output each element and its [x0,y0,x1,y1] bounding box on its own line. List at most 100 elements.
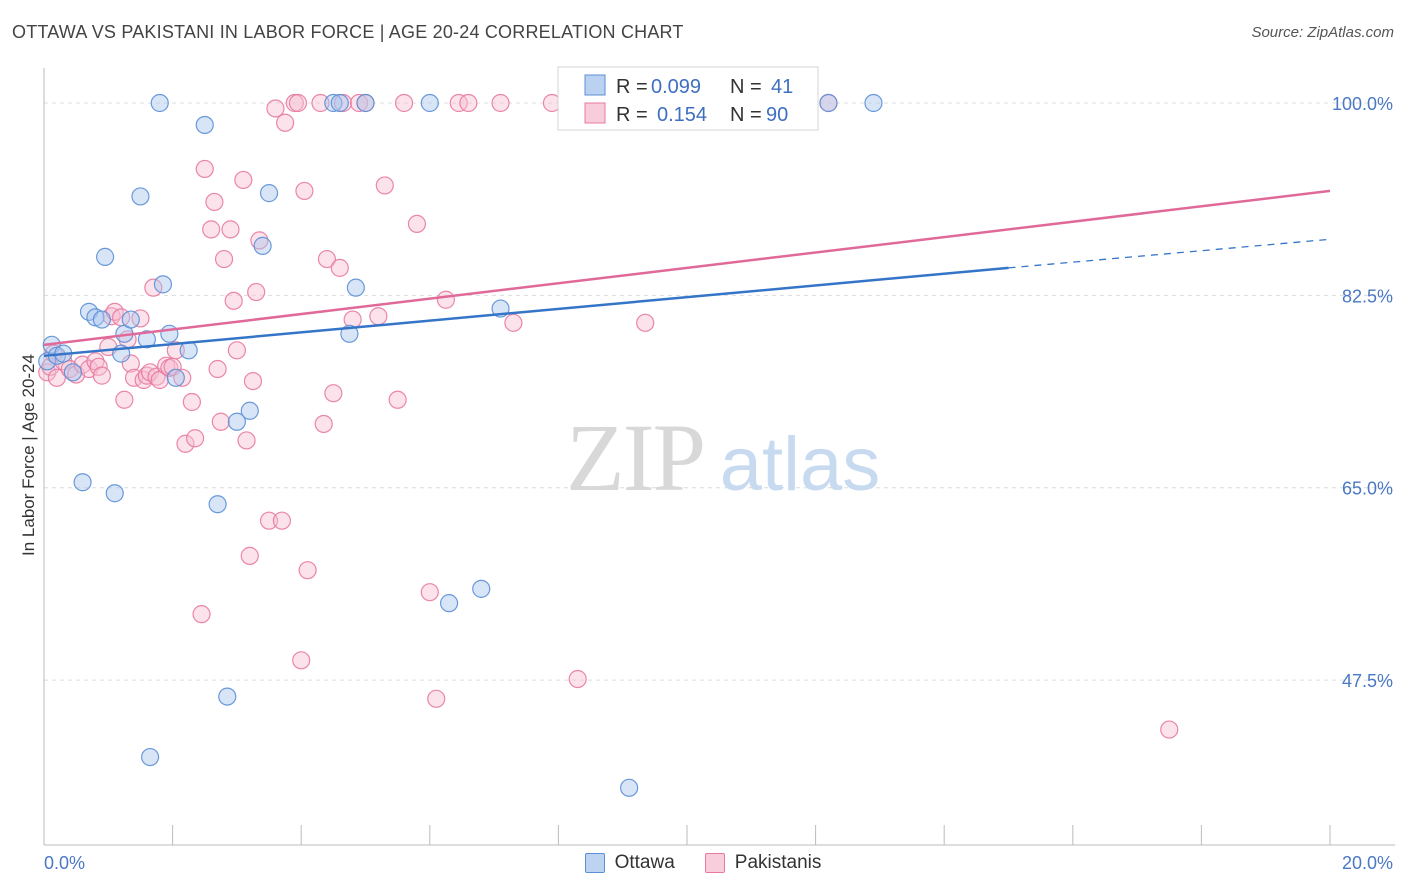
pakistanis-point-34 [186,429,205,448]
legend-ottawa-n-value: 41 [771,76,793,98]
pakistanis-point-20 [131,309,150,328]
pakistanis-point-79 [491,93,510,113]
ottawa-trend-line [43,266,1009,358]
pakistanis-point-77 [449,93,468,113]
trend-lines [43,189,1331,358]
x-tick-label-1: 20.0% [1342,853,1393,873]
pakistanis-point-59 [298,561,317,580]
pakistanis-point-50 [250,231,269,250]
ottawa-point-34 [420,93,439,113]
pakistanis-point-53 [272,511,292,530]
ottawa-point-18 [153,275,173,294]
pakistanis-point-57 [292,651,311,670]
pakistanis-point-48 [243,371,263,391]
pakistanis-point-71 [388,390,407,409]
pakistanis-point-18 [121,354,140,373]
pakistanis-point-80 [504,313,523,332]
pakistanis-point-73 [407,214,427,234]
pakistanis-point-85 [636,313,655,332]
ottawa-point-5 [73,473,92,492]
ottawa-point-39 [819,93,838,113]
bottom-legend-label-pakistanis: Pakistanis [734,852,822,873]
ottawa-point-36 [472,579,491,598]
y-axis-title: In Labor Force | Age 20-24 [19,354,38,556]
pakistanis-point-89 [1160,720,1179,739]
ottawa-point-13 [121,310,140,329]
pakistanis-point-51 [259,511,279,530]
pakistanis-point-74 [420,583,439,602]
watermark: ZIP atlas [566,404,880,511]
bottom-legend-pakistanis: Pakistanis [704,852,822,874]
pakistanis-point-39 [208,359,227,379]
pakistanis-point-27 [157,356,176,375]
watermark-atlas: atlas [720,422,881,507]
pakistanis-point-61 [314,414,333,434]
ottawa-point-33 [356,93,375,113]
chart-title: OTTAWA VS PAKISTANI IN LABOR FORCE | AGE… [12,22,684,42]
pakistanis-point-58 [295,181,314,201]
pakistanis-point-16 [115,390,134,409]
pakistanis-point-64 [330,258,349,277]
bottom-legend: Ottawa Pakistanis [0,852,1406,874]
pakistanis-point-72 [394,93,414,113]
ottawa-point-28 [259,184,279,203]
pakistanis-point-42 [221,220,240,239]
bottom-legend-swatch-pakistanis [704,853,725,873]
legend-ottawa-r-value: 0.099 [651,76,701,98]
y-tick-label-3: 100.0% [1332,94,1393,114]
ottawa-point-17 [150,93,169,113]
y-tick-label-1: 65.0% [1342,479,1393,499]
legend-pakistanis-r-value: 0.154 [657,104,707,126]
legend-swatch-pakistanis [584,102,606,124]
pakistanis-point-82 [568,669,587,689]
legend-ottawa-r-label: R = [616,76,648,98]
legend-box: R = 0.099 N = 41 R = 0.154 N = 90 [557,66,819,131]
x-tick-label-0: 0.0% [44,853,85,873]
pakistanis-point-11 [92,366,111,385]
ottawa-point-24 [218,687,237,706]
bottom-legend-ottawa: Ottawa [584,852,675,874]
pakistanis-point-30 [166,341,185,360]
pakistanis-point-54 [276,113,295,132]
ottawa-point-27 [253,236,272,255]
pakistanis-point-63 [324,384,343,403]
pakistanis-point-41 [214,249,234,269]
pakistanis-point-38 [205,192,224,212]
ottawa-point-14 [131,187,150,206]
pakistanis-point-56 [288,93,308,113]
pakistanis-point-46 [237,431,256,450]
axes [43,68,1395,846]
watermark-zip: ZIP [566,404,704,511]
ottawa-trend-extension [1008,238,1331,269]
ottawa-point-15 [137,330,156,349]
pakistanis-point-49 [247,282,266,302]
ottawa-point-8 [92,310,111,329]
legend-swatch-ottawa [584,74,606,96]
pakistanis-point-69 [369,307,388,326]
pakistanis-point-44 [227,341,246,360]
pakistanis-point-3 [47,368,66,387]
pakistanis-point-43 [224,291,243,310]
pakistanis-point-35 [192,605,211,624]
pakistanis-trend-line [43,189,1331,347]
tick-labels: 47.5% 65.0% 82.5% 100.0% 0.0% 20.0% [44,94,1393,873]
pakistanis-point-76 [436,290,455,309]
y-tick-label-0: 47.5% [1342,671,1393,691]
legend-ottawa-n-label: N = [730,76,762,98]
ottawa-point-29 [324,93,343,113]
pakistanis-point-52 [266,99,285,118]
pakistanis-point-36 [195,159,214,179]
pakistanis-point-24 [144,278,163,297]
ottawa-point-26 [240,401,259,420]
bottom-legend-label-ottawa: Ottawa [614,852,675,873]
pakistanis-point-62 [317,249,337,269]
ottawa-point-10 [105,484,124,503]
ottawa-point-9 [95,247,115,266]
pakistanis-point-75 [427,689,446,708]
pakistanis-point-78 [459,93,478,113]
grid [44,102,1395,681]
source-label: Source: ZipAtlas.com [1251,24,1394,41]
ottawa-point-23 [208,495,227,514]
pakistanis-point-67 [349,93,369,113]
